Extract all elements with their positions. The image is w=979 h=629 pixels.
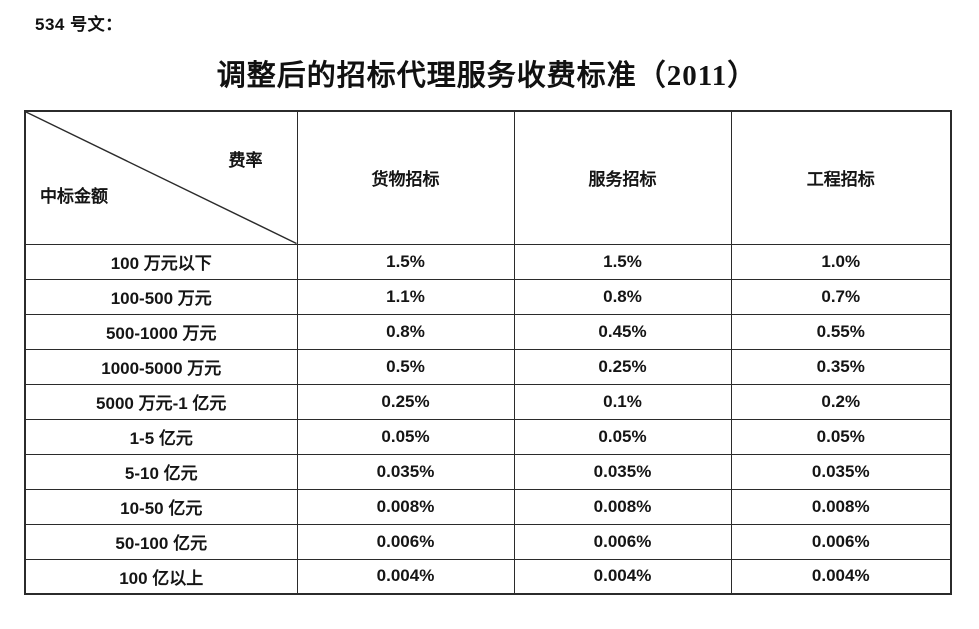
rate-value-cell: 0.006% (730, 523, 952, 560)
rate-value-cell: 0.035% (513, 453, 732, 490)
corner-label-bid-amount: 中标金额 (40, 187, 108, 206)
column-header-engineering-bidding: 工程招标 (730, 110, 952, 245)
rate-value-cell: 0.035% (296, 453, 515, 490)
fee-table-body: 100 万元以下 1.5% 1.5% 1.0% 100-500 万元 1.1% 0.8% 0.… (24, 243, 952, 595)
amount-range-cell: 10-50 亿元 (24, 488, 298, 525)
rate-value-cell: 0.004% (296, 558, 515, 595)
table-row: 5000 万元-1 亿元 0.25% 0.1% 0.2% (24, 383, 952, 420)
rate-value-cell: 0.25% (296, 383, 515, 420)
rate-value-cell: 0.008% (513, 488, 732, 525)
rate-value-cell: 0.006% (513, 523, 732, 560)
rate-value-cell: 0.55% (730, 313, 952, 350)
rate-value-cell: 0.05% (296, 418, 515, 455)
corner-label-rate: 费率 (228, 151, 263, 170)
amount-range-cell: 1000-5000 万元 (24, 348, 298, 385)
amount-range-cell: 5000 万元-1 亿元 (24, 383, 298, 420)
rate-value-cell: 0.008% (296, 488, 515, 525)
rate-value-cell: 1.1% (296, 278, 515, 315)
rate-value-cell: 0.008% (730, 488, 952, 525)
table-row: 10-50 亿元 0.008% 0.008% 0.008% (24, 488, 952, 525)
rate-value-cell: 0.1% (513, 383, 732, 420)
corner-header-cell: 费率 中标金额 (24, 110, 298, 245)
amount-range-cell: 50-100 亿元 (24, 523, 298, 560)
column-header-service-bidding: 服务招标 (513, 110, 732, 245)
amount-range-cell: 100 亿以上 (24, 558, 298, 595)
rate-value-cell: 0.05% (513, 418, 732, 455)
column-header-goods-bidding: 货物招标 (296, 110, 515, 245)
rate-value-cell: 0.8% (296, 313, 515, 350)
rate-value-cell: 0.25% (513, 348, 732, 385)
amount-range-cell: 100 万元以下 (24, 243, 298, 280)
rate-value-cell: 1.5% (513, 243, 732, 280)
fee-rate-table: 费率 中标金额 货物招标 服务招标 工程招标 100 万元以下 1.5% 1.5% 1… (24, 110, 952, 595)
rate-value-cell: 1.5% (296, 243, 515, 280)
table-row: 1-5 亿元 0.05% 0.05% 0.05% (24, 418, 952, 455)
header-row: 费率 中标金额 货物招标 服务招标 工程招标 (24, 110, 952, 245)
table-row: 500-1000 万元 0.8% 0.45% 0.55% (24, 313, 952, 350)
doc-ref-label: 534 号文： (35, 15, 123, 34)
rate-value-cell: 0.7% (730, 278, 952, 315)
table-row: 1000-5000 万元 0.5% 0.25% 0.35% (24, 348, 952, 385)
page-title: 调整后的招标代理服务收费标准（2011） (216, 60, 758, 92)
rate-value-cell: 1.0% (730, 243, 952, 280)
rate-value-cell: 0.5% (296, 348, 515, 385)
rate-value-cell: 0.004% (513, 558, 732, 595)
amount-range-cell: 100-500 万元 (24, 278, 298, 315)
rate-value-cell: 0.2% (730, 383, 952, 420)
rate-value-cell: 0.006% (296, 523, 515, 560)
rate-value-cell: 0.8% (513, 278, 732, 315)
amount-range-cell: 5-10 亿元 (24, 453, 298, 490)
rate-value-cell: 0.45% (513, 313, 732, 350)
rate-value-cell: 0.05% (730, 418, 952, 455)
table-row: 5-10 亿元 0.035% 0.035% 0.035% (24, 453, 952, 490)
table-row: 100 万元以下 1.5% 1.5% 1.0% (24, 243, 952, 280)
rate-value-cell: 0.035% (730, 453, 952, 490)
rate-value-cell: 0.004% (730, 558, 952, 595)
diagonal-divider-line (26, 112, 297, 244)
rate-value-cell: 0.35% (730, 348, 952, 385)
table-row: 100-500 万元 1.1% 0.8% 0.7% (24, 278, 952, 315)
amount-range-cell: 1-5 亿元 (24, 418, 298, 455)
amount-range-cell: 500-1000 万元 (24, 313, 298, 350)
table-row: 50-100 亿元 0.006% 0.006% 0.006% (24, 523, 952, 560)
table-row: 100 亿以上 0.004% 0.004% 0.004% (24, 558, 952, 595)
